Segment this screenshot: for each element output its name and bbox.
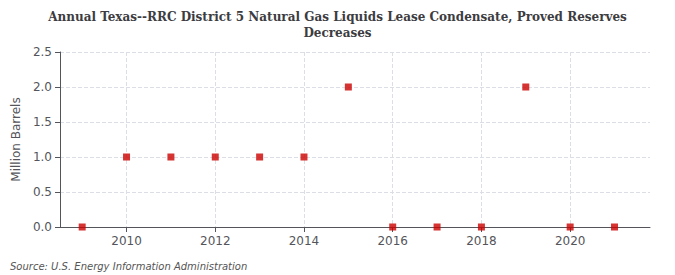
svg-text:1.5: 1.5 [33,115,52,129]
svg-text:2018: 2018 [466,234,497,248]
svg-text:1.0: 1.0 [33,150,52,164]
svg-text:2.0: 2.0 [33,80,52,94]
svg-text:2020: 2020 [555,234,586,248]
svg-text:Annual Texas--RRC District 5 N: Annual Texas--RRC District 5 Natural Gas… [47,10,627,24]
svg-text:Source: U.S. Energy Informatio: Source: U.S. Energy Information Administ… [10,261,247,272]
svg-text:2016: 2016 [377,234,408,248]
svg-text:Decreases: Decreases [303,26,371,40]
svg-text:2.5: 2.5 [33,45,52,59]
svg-text:Million Barrels: Million Barrels [9,97,23,181]
svg-text:2012: 2012 [200,234,231,248]
svg-text:0.5: 0.5 [33,185,52,199]
svg-text:0.0: 0.0 [33,220,52,234]
svg-text:2010: 2010 [111,234,142,248]
svg-text:2014: 2014 [289,234,320,248]
